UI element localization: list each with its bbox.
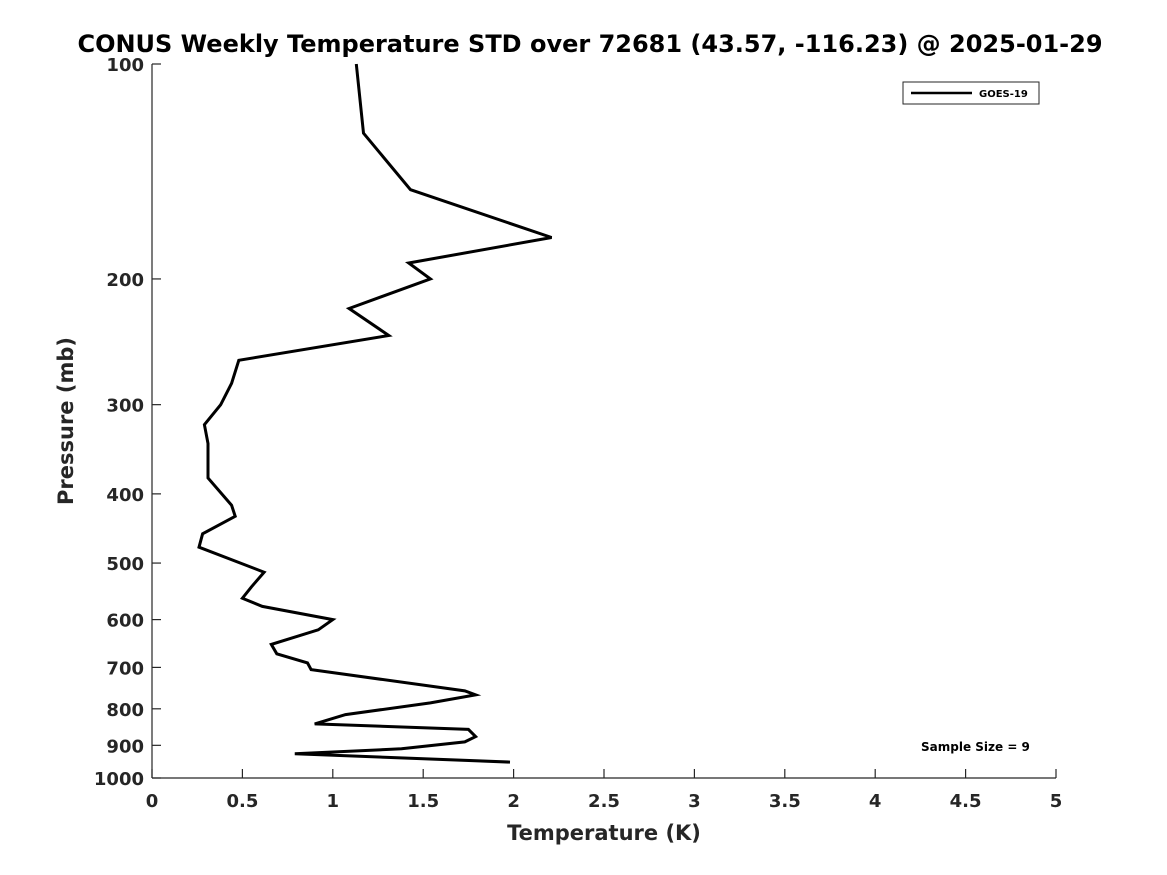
legend: GOES-19 bbox=[902, 81, 1040, 105]
chart-title: CONUS Weekly Temperature STD over 72681 … bbox=[77, 30, 1102, 58]
y-tick-label: 900 bbox=[106, 736, 144, 757]
x-ticks: 0 0.5 1 1.5 2 2.5 3 3.5 4 4.5 5 bbox=[146, 769, 1063, 812]
x-axis-label: Temperature (K) bbox=[507, 821, 701, 845]
series-line-goes-19 bbox=[197, 63, 553, 764]
y-ticks: 100 200 300 400 500 600 700 800 900 1000 bbox=[94, 55, 161, 790]
y-tick-label: 200 bbox=[106, 270, 144, 291]
y-tick-label: 600 bbox=[106, 611, 144, 632]
y-axis-label: Pressure (mb) bbox=[54, 337, 78, 505]
y-tick-label: 400 bbox=[106, 485, 144, 506]
y-tick-label: 800 bbox=[106, 700, 144, 721]
legend-label-goes-19: GOES-19 bbox=[979, 89, 1028, 100]
x-tick-label: 5 bbox=[1050, 791, 1063, 812]
x-tick-label: 1 bbox=[327, 791, 340, 812]
y-tick-label: 500 bbox=[106, 554, 144, 575]
y-tick-label: 100 bbox=[106, 55, 144, 76]
x-tick-label: 3.5 bbox=[769, 791, 801, 812]
y-tick-label: 300 bbox=[106, 396, 144, 417]
y-tick-label: 700 bbox=[106, 658, 144, 679]
x-tick-label: 2 bbox=[507, 791, 520, 812]
sample-size-annotation: Sample Size = 9 bbox=[921, 740, 1030, 754]
x-tick-label: 0.5 bbox=[226, 791, 258, 812]
x-tick-label: 3 bbox=[688, 791, 701, 812]
x-tick-label: 4.5 bbox=[950, 791, 982, 812]
x-tick-label: 2.5 bbox=[588, 791, 620, 812]
x-tick-label: 1.5 bbox=[407, 791, 439, 812]
x-tick-label: 0 bbox=[146, 791, 159, 812]
x-tick-label: 4 bbox=[869, 791, 882, 812]
series-group bbox=[197, 63, 553, 764]
y-tick-label: 1000 bbox=[94, 769, 144, 790]
